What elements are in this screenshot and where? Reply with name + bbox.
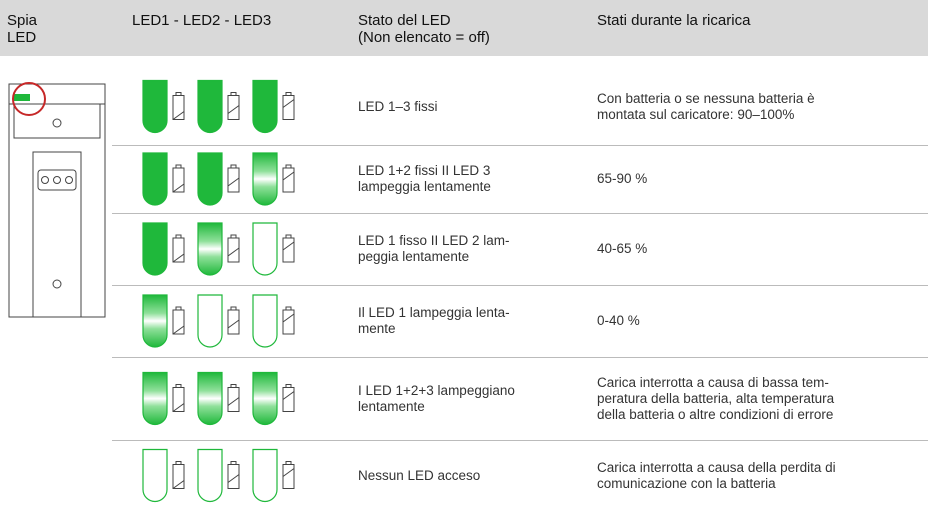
battery-nub bbox=[285, 306, 292, 311]
state-text: I LED 1+2+3 lampeggiano lentamente bbox=[358, 382, 515, 414]
battery-nub bbox=[175, 164, 182, 169]
battery-mark bbox=[227, 177, 240, 187]
battery-mark bbox=[282, 468, 295, 477]
battery-mark bbox=[282, 241, 295, 251]
battery-mark bbox=[172, 480, 185, 489]
battery-icon bbox=[227, 237, 240, 263]
battery-mark bbox=[172, 111, 185, 120]
battery-icon bbox=[282, 464, 295, 489]
charge-text: Carica interrotta a causa della perdita … bbox=[597, 459, 836, 491]
led-icon bbox=[252, 371, 278, 426]
header-bar bbox=[0, 0, 928, 56]
led-icon bbox=[252, 222, 278, 276]
battery-nub bbox=[175, 306, 182, 311]
led-icon bbox=[142, 79, 168, 134]
led-icon bbox=[252, 294, 278, 348]
battery-icon bbox=[282, 309, 295, 335]
charge-text: 0-40 % bbox=[597, 313, 640, 328]
battery-nub bbox=[230, 306, 237, 311]
led-icon bbox=[197, 222, 223, 276]
battery-nub bbox=[285, 92, 292, 96]
header-cell: LED1 - LED2 - LED3 bbox=[132, 12, 272, 29]
battery-icon bbox=[282, 387, 295, 412]
led-icon bbox=[142, 371, 168, 426]
battery-mark bbox=[282, 171, 295, 181]
battery-mark bbox=[282, 391, 295, 400]
battery-nub bbox=[175, 384, 182, 388]
battery-mark bbox=[227, 247, 240, 257]
led-icon bbox=[252, 79, 278, 134]
charge-text: Con batteria o se nessuna batteria è mon… bbox=[597, 90, 815, 122]
battery-nub bbox=[175, 92, 182, 96]
led-icon bbox=[197, 371, 223, 426]
led-icon bbox=[252, 152, 278, 206]
battery-icon bbox=[282, 167, 295, 193]
state-text: LED 1 fisso II LED 2 lam- peggia lentame… bbox=[358, 233, 510, 264]
battery-mark bbox=[227, 397, 240, 406]
battery-mark bbox=[172, 253, 185, 263]
battery-icon bbox=[282, 95, 295, 120]
battery-nub bbox=[230, 384, 237, 388]
battery-icon bbox=[227, 167, 240, 193]
battery-mark bbox=[172, 403, 185, 412]
charge-text: Carica interrotta a causa di bassa tem- … bbox=[597, 374, 835, 422]
battery-icon bbox=[227, 387, 240, 412]
led-icon bbox=[142, 294, 168, 348]
battery-mark bbox=[227, 319, 240, 329]
battery-mark bbox=[172, 183, 185, 193]
battery-icon bbox=[282, 237, 295, 263]
row-separator bbox=[112, 440, 928, 441]
charge-text: 40-65 % bbox=[597, 241, 648, 256]
battery-mark bbox=[282, 313, 295, 323]
led-icon bbox=[197, 79, 223, 134]
led-icon bbox=[142, 152, 168, 206]
battery-mark bbox=[282, 99, 295, 108]
battery-nub bbox=[175, 461, 182, 465]
battery-nub bbox=[285, 461, 292, 465]
state-text: LED 1+2 fissi II LED 3 lampeggia lentame… bbox=[358, 163, 491, 194]
battery-nub bbox=[230, 164, 237, 169]
led-icon bbox=[197, 152, 223, 206]
header-cell: Stato del LED (Non elencato = off) bbox=[358, 12, 490, 46]
header-cell: Spia LED bbox=[7, 12, 38, 46]
battery-nub bbox=[285, 164, 292, 169]
charger-device bbox=[8, 82, 106, 318]
led-icon bbox=[197, 448, 223, 503]
battery-nub bbox=[285, 384, 292, 388]
battery-mark bbox=[227, 474, 240, 483]
battery-nub bbox=[175, 234, 182, 239]
battery-nub bbox=[230, 234, 237, 239]
battery-icon bbox=[227, 309, 240, 335]
charge-text: 65-90 % bbox=[597, 171, 648, 186]
header-cell: Stati durante la ricarica bbox=[597, 12, 751, 29]
state-text: Il LED 1 lampeggia lenta- mente bbox=[358, 305, 510, 336]
battery-nub bbox=[230, 461, 237, 465]
row-separator bbox=[112, 357, 928, 358]
battery-icon bbox=[227, 95, 240, 120]
led-icon bbox=[142, 222, 168, 276]
battery-mark bbox=[172, 325, 185, 335]
battery-mark bbox=[227, 105, 240, 114]
state-text: Nessun LED acceso bbox=[358, 467, 481, 483]
row-separator bbox=[112, 285, 928, 286]
battery-nub bbox=[285, 234, 292, 239]
led-icon bbox=[142, 448, 168, 503]
row-separator bbox=[112, 213, 928, 214]
battery-icon bbox=[227, 464, 240, 489]
led-icon bbox=[197, 294, 223, 348]
battery-nub bbox=[230, 92, 237, 96]
state-text: LED 1–3 fissi bbox=[358, 98, 438, 114]
row-separator bbox=[112, 145, 928, 146]
led-icon bbox=[252, 448, 278, 503]
